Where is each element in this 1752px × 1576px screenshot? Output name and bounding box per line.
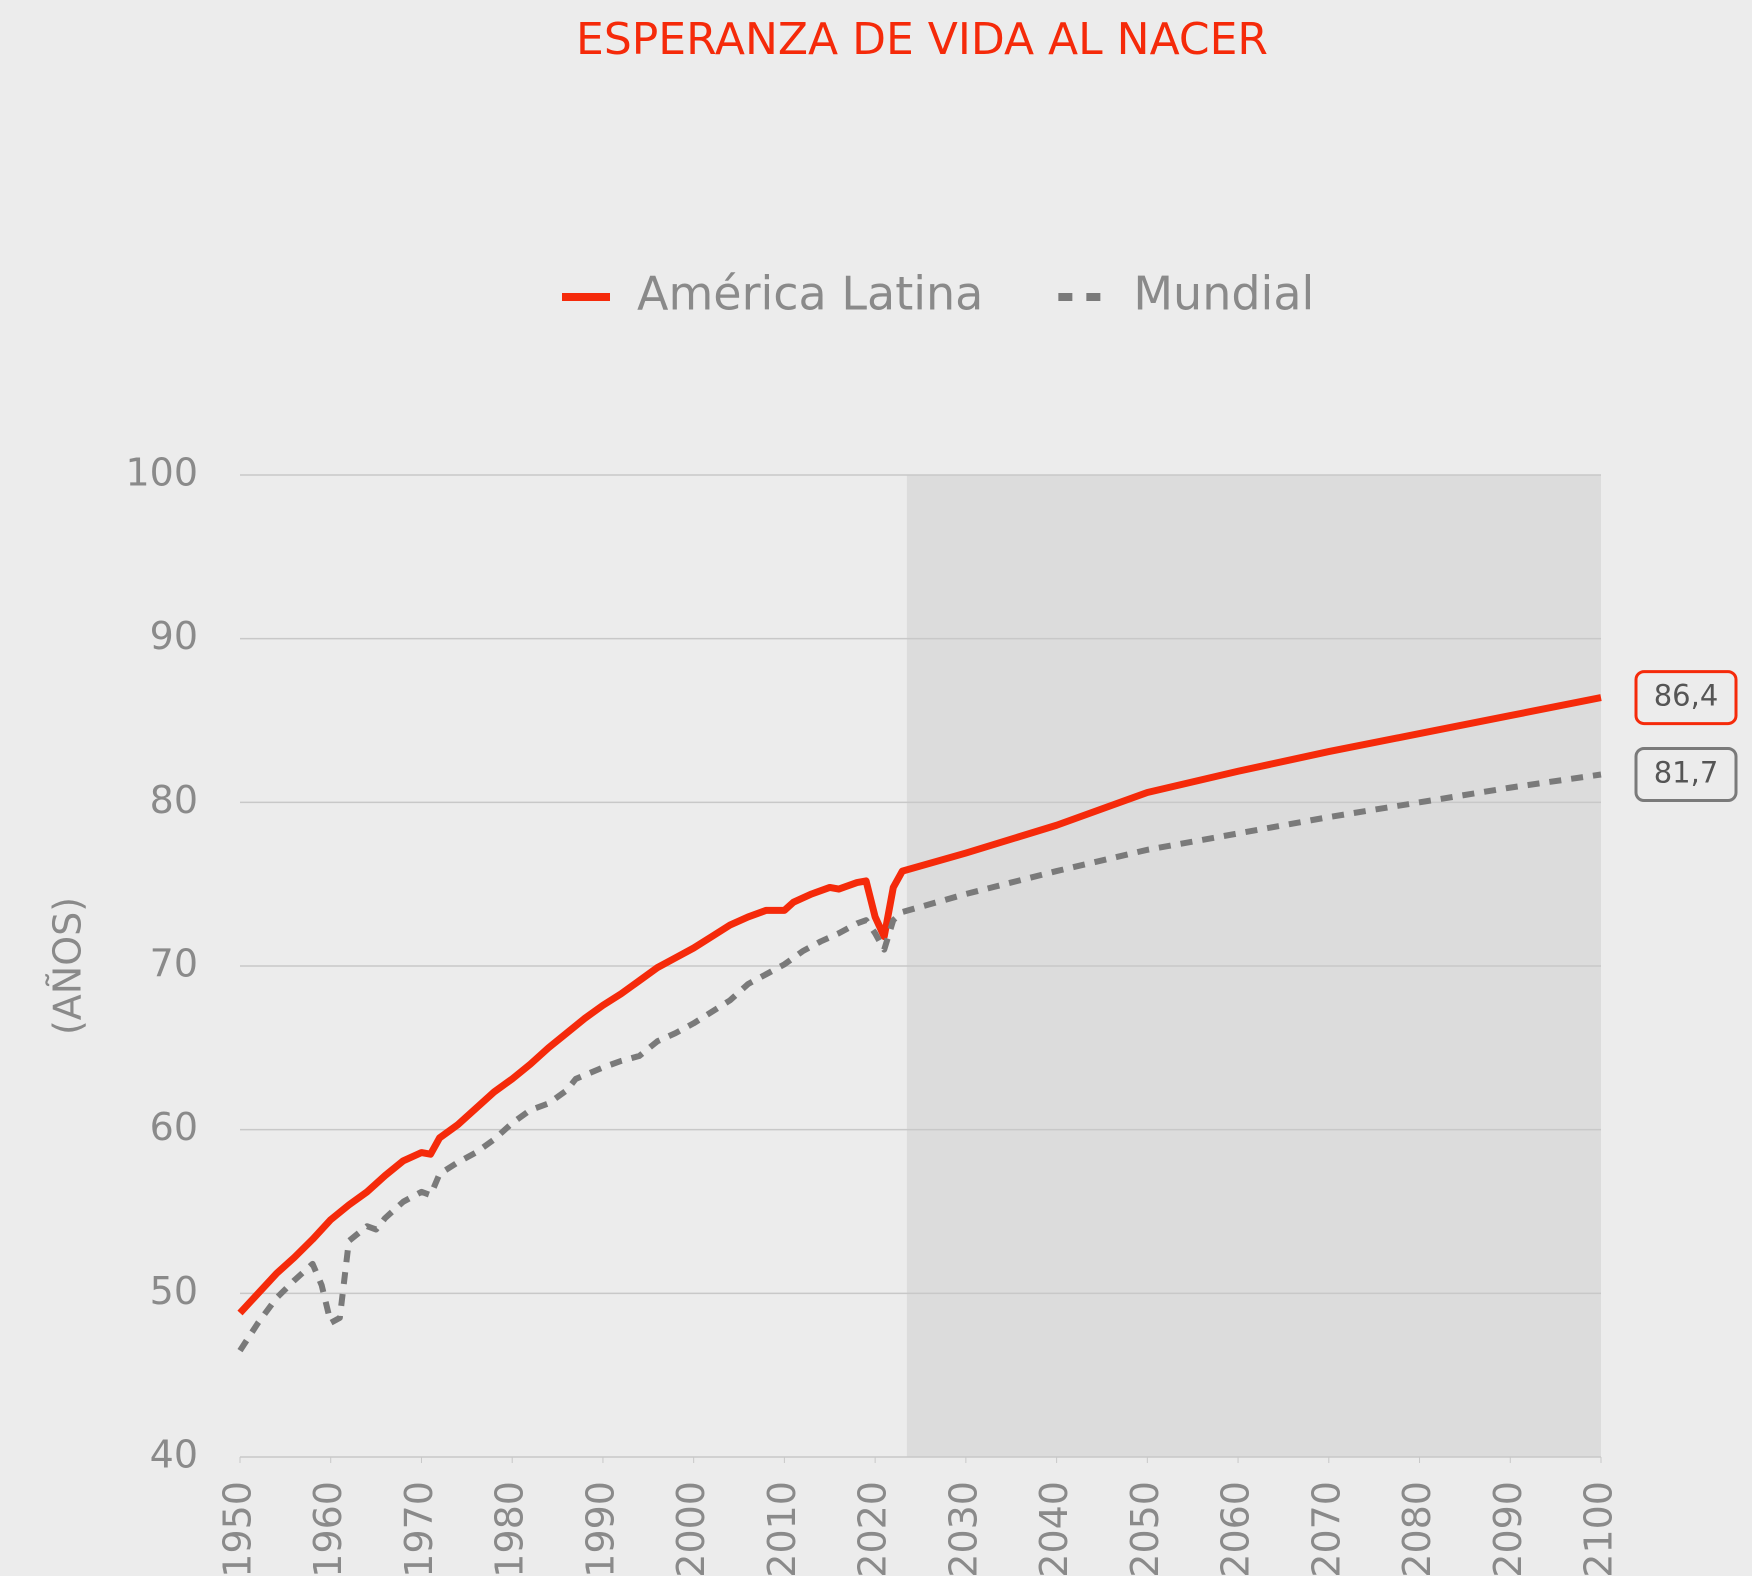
y-tick-label: 80 xyxy=(150,778,198,822)
x-tick-label: 2050 xyxy=(1123,1481,1167,1576)
x-tick-label: 1980 xyxy=(488,1481,532,1576)
x-tick-label: 1990 xyxy=(578,1481,622,1576)
x-tick-label: 2070 xyxy=(1304,1481,1348,1576)
y-tick-label: 50 xyxy=(150,1269,198,1313)
x-tick-label: 2020 xyxy=(851,1481,895,1576)
line xyxy=(237,694,1602,1316)
x-tick-label: 1970 xyxy=(397,1481,441,1576)
y-tick-label: 100 xyxy=(125,451,198,495)
end-label: 86,4 xyxy=(1654,679,1719,713)
chart-title: ESPERANZA DE VIDA AL NACER xyxy=(576,14,1268,65)
x-tick-label: 2030 xyxy=(941,1481,985,1576)
x-tick-label: 2100 xyxy=(1577,1481,1621,1576)
end-label-box xyxy=(1634,670,1738,726)
x-tick-label: 2010 xyxy=(760,1481,804,1576)
end-label: 81,7 xyxy=(1654,756,1719,790)
x-tick-label: 2090 xyxy=(1486,1481,1530,1576)
line xyxy=(237,771,1602,1353)
y-tick-label: 60 xyxy=(150,1105,198,1149)
end-label-box xyxy=(1634,747,1738,803)
legend-label: Mundial xyxy=(1133,267,1314,321)
y-tick-label: 40 xyxy=(150,1433,198,1477)
x-tick-label: 1950 xyxy=(216,1481,260,1576)
x-tick-label: 2000 xyxy=(669,1481,713,1576)
y-tick-label: 70 xyxy=(150,942,198,986)
x-tick-label: 2080 xyxy=(1395,1481,1439,1576)
x-tick-label: 1960 xyxy=(306,1481,350,1576)
x-tick-label: 2040 xyxy=(1032,1481,1076,1576)
legend-label: América Latina xyxy=(637,267,983,321)
y-axis-label: (AÑOS) xyxy=(46,897,90,1035)
x-tick-label: 2060 xyxy=(1214,1481,1258,1576)
y-tick-label: 90 xyxy=(150,614,198,658)
